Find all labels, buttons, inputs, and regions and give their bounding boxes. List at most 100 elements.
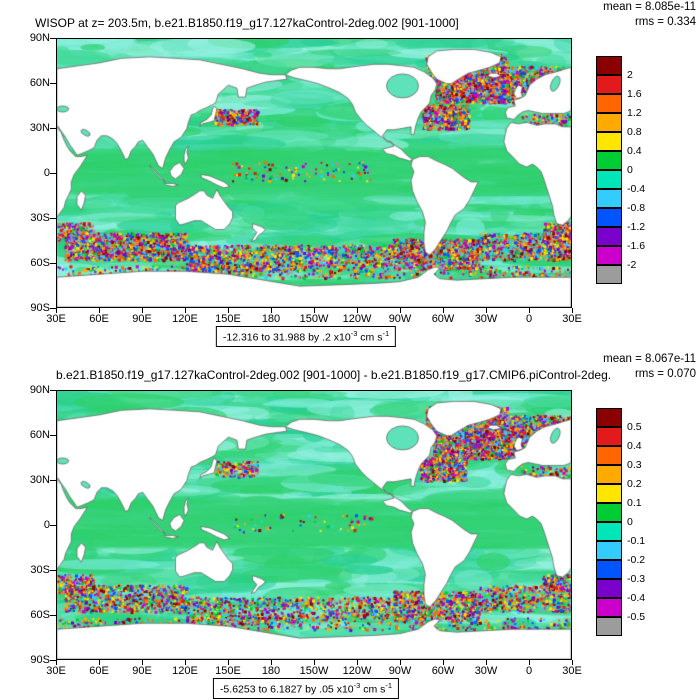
x-axis-tick — [185, 660, 186, 665]
x-axis-label: 90W — [388, 665, 412, 677]
range-exponent: -3 — [350, 329, 358, 338]
x-axis-tick — [99, 308, 100, 313]
colorbar-label: 0.1 — [627, 497, 642, 509]
colorbar-segment — [596, 246, 622, 265]
x-axis-tick — [142, 308, 143, 313]
panel-top: mean = 8.085e-11 rms = 0.334 WISOP at z=… — [29, 1, 696, 347]
colorbar-segment — [596, 484, 622, 503]
y-axis-label: 30S — [30, 564, 50, 576]
x-axis-label: 90W — [388, 313, 412, 325]
y-axis-label: 0 — [43, 519, 50, 531]
x-axis-label: 120W — [342, 665, 372, 677]
x-axis-tick — [142, 660, 143, 665]
range-units-exponent: -1 — [385, 681, 393, 690]
y-axis-tick — [50, 218, 56, 219]
colorbar-segment — [596, 598, 622, 617]
range-units-exponent: -1 — [382, 329, 390, 338]
colorbar-segment — [596, 427, 622, 446]
colorbar-segment — [596, 75, 622, 94]
y-axis-tick — [50, 83, 56, 84]
colorbar-label: 0 — [627, 516, 633, 528]
colorbar-segment — [596, 446, 622, 465]
colorbar-segment — [596, 503, 622, 522]
colorbar-label: 0.4 — [627, 145, 642, 157]
mean-stat: mean = 8.067e-11 — [603, 353, 696, 365]
x-axis-label: 0 — [525, 665, 533, 677]
panel-title: WISOP at z= 203.5m, b.e21.B1850.f19_g17.… — [35, 16, 459, 30]
y-axis-tick — [50, 570, 56, 571]
x-axis-tick — [228, 660, 229, 665]
y-axis-tick — [50, 390, 56, 391]
x-axis-tick — [357, 308, 358, 313]
x-axis-tick — [400, 308, 401, 313]
x-axis-tick — [228, 308, 229, 313]
colorbar-segment — [596, 208, 622, 227]
range-units: cm s — [357, 331, 383, 344]
panel-title: b.e21.B1850.f19_g17.127kaControl-2deg.00… — [56, 368, 612, 382]
colorbar-segment — [596, 541, 622, 560]
range-text: -12.316 to 31.988 by .2 x10 — [222, 331, 351, 344]
x-axis-tick — [314, 308, 315, 313]
colorbar-label: 1.6 — [627, 88, 642, 100]
colorbar-segment — [596, 617, 622, 636]
x-axis-tick — [56, 660, 57, 665]
x-axis-label: 60E — [89, 665, 109, 677]
x-axis-label: 30E — [46, 313, 66, 325]
map-canvas-top — [56, 38, 572, 308]
colorbar-label: 0.2 — [627, 478, 642, 490]
y-axis-label: 60N — [29, 429, 50, 441]
x-axis-label: 0 — [525, 313, 533, 325]
x-axis-tick — [271, 660, 272, 665]
colorbar-segment — [596, 560, 622, 579]
x-axis-label: 60W — [431, 665, 455, 677]
colorbar-segment — [596, 151, 622, 170]
x-axis-label: 180 — [261, 313, 281, 325]
y-axis-tick — [50, 615, 56, 616]
y-axis-label: 60N — [29, 77, 50, 89]
x-axis-label: 120W — [342, 313, 372, 325]
colorbar-label: -0.4 — [627, 183, 646, 195]
x-axis-tick — [529, 308, 530, 313]
colorbar-label: -1.2 — [627, 221, 646, 233]
x-axis-label: 90E — [132, 313, 152, 325]
x-axis-label: 30E — [562, 665, 582, 677]
y-axis-label: 30N — [29, 122, 50, 134]
y-axis-tick — [50, 173, 56, 174]
colorbar-label: 1.2 — [627, 107, 642, 119]
colorbar-segment — [596, 56, 622, 75]
x-axis-tick — [56, 308, 57, 313]
colorbar-label: -0.4 — [627, 592, 646, 604]
mean-stat: mean = 8.085e-11 — [603, 1, 696, 13]
colorbar-label: -0.1 — [627, 535, 646, 547]
colorbar-label: 0.3 — [627, 459, 642, 471]
colorbar-segment — [596, 132, 622, 151]
colorbar-label: -0.2 — [627, 554, 646, 566]
colorbar-segment — [596, 189, 622, 208]
x-axis-tick — [271, 308, 272, 313]
colorbar-label: 0.4 — [627, 440, 642, 452]
colorbar-segment — [596, 113, 622, 132]
x-axis-tick — [185, 308, 186, 313]
y-axis-label: 90S — [30, 654, 50, 666]
colorbar-label: -1.6 — [627, 240, 646, 252]
x-axis-label: 30W — [474, 665, 498, 677]
colorbar-label: 0.8 — [627, 126, 642, 138]
y-axis-label: 0 — [43, 167, 50, 179]
x-axis-tick — [400, 660, 401, 665]
y-axis-label: 60S — [30, 609, 50, 621]
x-axis-label: 120E — [172, 665, 198, 677]
x-axis-tick — [314, 660, 315, 665]
colorbar-label: -2 — [627, 259, 637, 271]
colorbar-segment — [596, 465, 622, 484]
x-axis-tick — [99, 660, 100, 665]
y-axis-tick — [50, 38, 56, 39]
x-axis-tick — [357, 660, 358, 665]
contour-range-label: -5.6253 to 6.1827 by .05 x10-3 cm s-1 — [212, 678, 400, 699]
rms-stat: rms = 0.334 — [634, 16, 696, 28]
y-axis-label: 90S — [30, 302, 50, 314]
x-axis-label: 60W — [431, 313, 455, 325]
x-axis-label: 30E — [562, 313, 582, 325]
colorbar-label: -0.5 — [627, 611, 646, 623]
x-axis-tick — [486, 308, 487, 313]
